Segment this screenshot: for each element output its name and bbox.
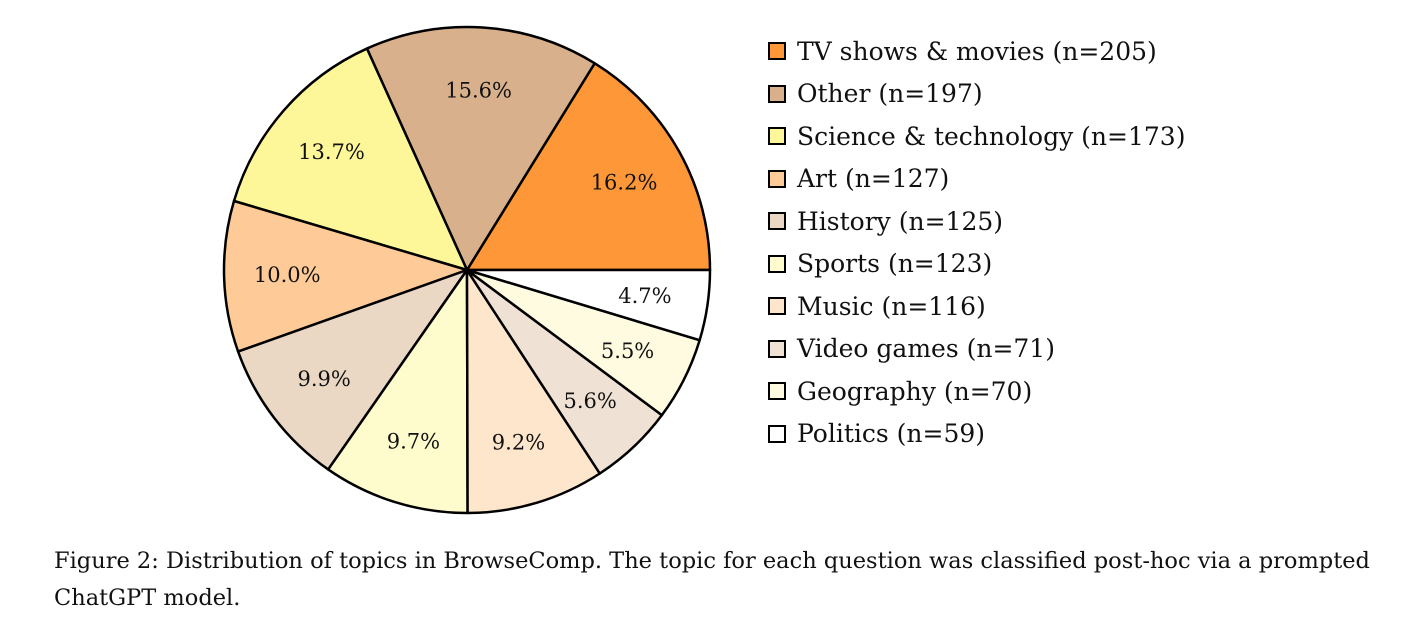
legend-swatch [768, 169, 786, 188]
legend-item: Art (n=127) [768, 158, 1185, 201]
slice-percent-label: 10.0% [254, 263, 321, 287]
legend-swatch [768, 297, 786, 316]
pie-slice [236, 268, 469, 471]
legend-swatch [768, 42, 786, 61]
legend-item: Video games (n=71) [768, 328, 1185, 371]
legend-swatch [768, 339, 786, 358]
legend-label: Video games (n=71) [797, 334, 1055, 364]
legend-swatch [768, 254, 786, 273]
legend-label: Sports (n=123) [797, 249, 993, 279]
legend-label: Other (n=197) [797, 79, 983, 109]
legend-item: History (n=125) [768, 200, 1185, 243]
legend-swatch [768, 424, 786, 443]
slice-percent-label: 16.2% [591, 170, 658, 194]
legend-swatch [768, 84, 786, 103]
legend-label: TV shows & movies (n=205) [797, 36, 1157, 66]
legend-label: History (n=125) [797, 206, 1004, 236]
slice-percent-label: 9.2% [492, 430, 545, 454]
legend-label: Art (n=127) [797, 164, 950, 194]
pie-slice [232, 47, 469, 272]
slice-percent-label: 13.7% [298, 140, 365, 164]
slice-percent-label: 9.9% [297, 367, 350, 391]
legend-item: Politics (n=59) [768, 413, 1185, 456]
legend-swatch [768, 127, 786, 146]
pie-chart: 16.2% 15.6% 13.7% 10.0% 9.9% 9.7% 9.2% 5.6% 5.5%… [222, 25, 712, 515]
legend-swatch [768, 382, 786, 401]
legend: TV shows & movies (n=205) Other (n=197) Sc… [768, 30, 1185, 455]
legend-item: Music (n=116) [768, 285, 1185, 328]
legend-item: Other (n=197) [768, 73, 1185, 116]
pie-slice [465, 62, 712, 272]
slice-percent-label: 5.5% [601, 339, 654, 363]
legend-item: Sports (n=123) [768, 243, 1185, 286]
figure-caption: Figure 2: Distribution of topics in Brow… [54, 548, 1370, 611]
legend-label: Science & technology (n=173) [797, 121, 1186, 151]
slice-percent-label: 4.7% [618, 284, 671, 308]
legend-item: Geography (n=70) [768, 370, 1185, 413]
legend-item: Science & technology (n=173) [768, 115, 1185, 158]
pie-slice [465, 268, 712, 342]
pie-slice [465, 268, 602, 515]
slice-percent-label: 5.6% [563, 389, 616, 413]
legend-label: Music (n=116) [797, 291, 986, 321]
legend-label: Geography (n=70) [797, 376, 1033, 406]
pie-slice [222, 199, 469, 353]
legend-item: TV shows & movies (n=205) [768, 30, 1185, 73]
slice-percent-label: 9.7% [387, 430, 440, 454]
pie-slice [365, 25, 596, 272]
slice-percent-label: 15.6% [445, 79, 512, 103]
pie-slice [326, 268, 469, 515]
legend-label: Politics (n=59) [797, 419, 986, 449]
legend-swatch [768, 212, 786, 231]
